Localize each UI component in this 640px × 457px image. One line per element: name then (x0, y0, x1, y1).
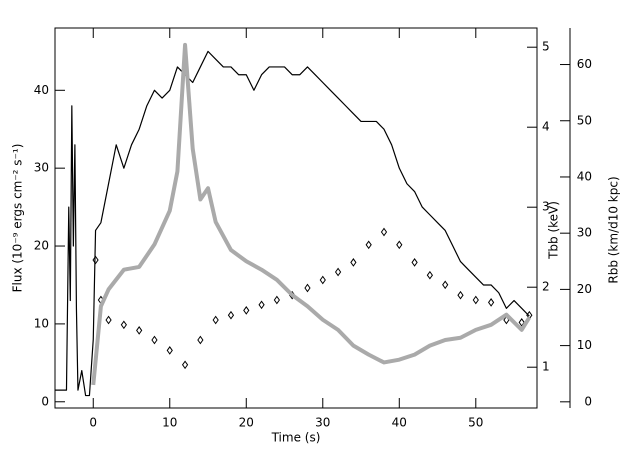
y2-tick-label: 5 (542, 40, 550, 54)
y2-axis-label: Tbb (keV) (547, 201, 561, 260)
data-point (411, 258, 418, 267)
data-point (457, 290, 464, 300)
data-point (227, 310, 235, 320)
y-tick-label: 10 (34, 316, 49, 330)
data-point (365, 240, 372, 250)
x-tick-label: 40 (392, 416, 407, 430)
data-point (258, 300, 265, 310)
data-point (92, 255, 99, 265)
y-tick-label: 30 (34, 161, 49, 175)
y3-tick-label: 50 (577, 113, 592, 127)
x-tick-label: 10 (162, 416, 177, 430)
data-point (304, 283, 311, 293)
data-point (319, 275, 326, 285)
y3-tick-label: 10 (577, 338, 592, 352)
plot-frame (54, 27, 538, 409)
y3-tick-label: 60 (577, 57, 592, 71)
y-tick-label: 40 (34, 83, 49, 97)
data-point (442, 280, 449, 290)
data-point (197, 335, 204, 345)
data-point (426, 270, 434, 280)
data-point (396, 240, 403, 250)
data-point (334, 267, 342, 277)
data-point (503, 315, 510, 325)
data-point (487, 298, 495, 307)
x-tick-label: 20 (239, 416, 254, 430)
y2-tick-label: 3 (542, 200, 550, 214)
y-tick-label: 0 (41, 394, 49, 408)
data-line (55, 50, 530, 397)
data-point (380, 227, 388, 237)
y3-axis-label: Rbb (km/d10 kpc) (607, 176, 621, 283)
y3-tick-label: 30 (577, 226, 592, 240)
x-tick-label: 50 (468, 416, 483, 430)
data-point (136, 326, 143, 335)
y-axis-label: Flux (10⁻⁹ ergs cm⁻² s⁻¹) (11, 144, 25, 293)
x-tick-label: 30 (315, 416, 330, 430)
data-line (91, 42, 532, 386)
x-tick-label: 0 (89, 416, 97, 430)
y2-tick-label: 4 (542, 120, 550, 134)
data-point (166, 346, 173, 355)
data-point (273, 295, 280, 305)
data-point (181, 360, 189, 370)
data-point (212, 315, 219, 325)
y2-tick-label: 2 (542, 280, 550, 294)
y3-tick-label: 0 (584, 394, 592, 408)
y3-tick-label: 20 (577, 282, 592, 296)
data-point (472, 295, 479, 305)
x-axis-label: Time (s) (271, 431, 321, 445)
y3-tick-label: 40 (577, 169, 592, 183)
data-point (120, 320, 127, 330)
data-point (243, 306, 250, 315)
data-point (350, 258, 357, 267)
y-tick-label: 20 (34, 239, 49, 253)
data-point (151, 335, 158, 345)
data-point (105, 315, 112, 325)
y2-tick-label: 1 (542, 360, 550, 374)
